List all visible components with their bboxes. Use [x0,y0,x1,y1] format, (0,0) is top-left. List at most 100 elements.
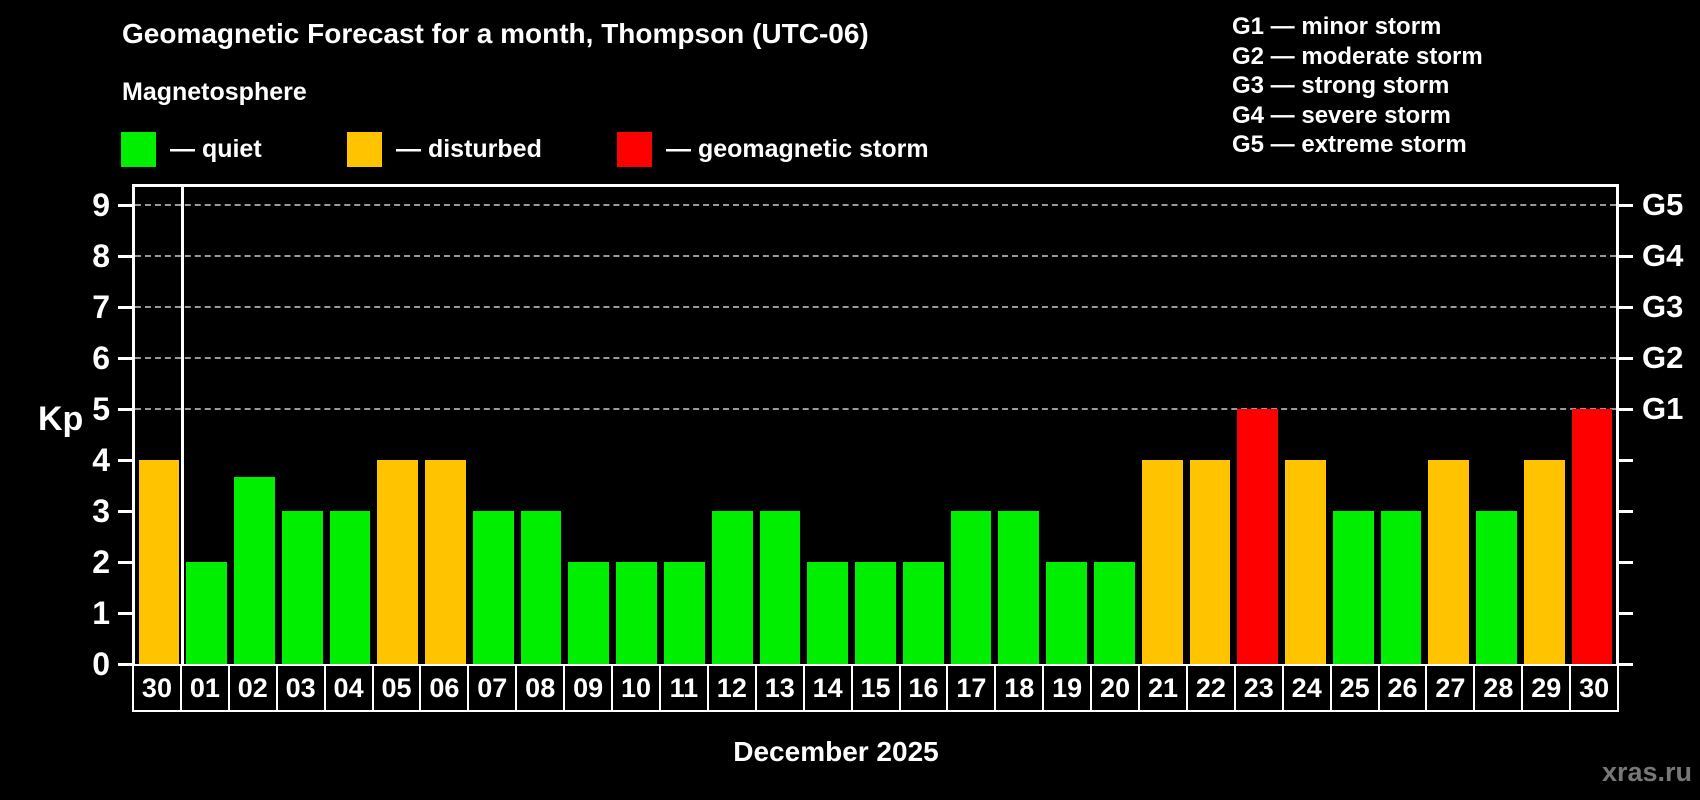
date-cell: 12 [706,664,757,712]
g-legend-line-g2: G2 — moderate storm [1232,42,1483,70]
g-axis-label: G3 [1642,289,1684,324]
kp-bar [1189,460,1231,664]
date-cell: 03 [275,664,326,712]
kp-bar [1332,511,1374,664]
date-cell: 30 [1569,664,1620,712]
date-cell: 20 [1090,664,1141,712]
kp-bar [568,562,610,664]
left-axis-tick [118,254,132,258]
kp-bar [998,511,1040,664]
kp-bar [664,562,705,664]
gridline-kp9 [135,204,1616,206]
right-axis-tick [1619,254,1633,258]
g-legend-line-g1: G1 — minor storm [1232,13,1442,40]
gridline-kp5 [135,408,1616,410]
legend-label-disturbed: — disturbed [396,134,542,163]
y-axis-label: 4 [92,442,110,478]
kp-bar [520,511,562,664]
date-cell: 06 [419,664,470,712]
y-axis-label: 0 [92,646,110,682]
date-cell: 30 [132,664,182,712]
right-axis-tick [1619,356,1633,360]
date-cell: 18 [994,664,1045,712]
quiet-color-swatch [121,131,156,167]
kp-bar [711,511,753,664]
kp-bar [902,562,944,664]
y-axis-label: 1 [92,595,110,631]
date-cell: 25 [1329,664,1380,712]
date-cell: 27 [1425,664,1476,712]
date-cell: 14 [802,664,853,712]
month-separator-line [181,187,185,664]
date-cell: 23 [1233,664,1284,712]
gridline-kp7 [135,306,1616,308]
kp-bar [1571,409,1613,664]
date-cell: 08 [515,664,566,712]
date-cell: 21 [1138,664,1188,712]
plot-area [132,184,1619,667]
kp-bar [186,562,228,664]
kp-bar [1476,511,1517,664]
right-axis-tick [1619,407,1633,411]
kp-bar [1523,460,1565,664]
legend-item-disturbed: — disturbed [347,130,542,168]
date-axis-row: 30 01 02 03 04 05 06 07 08 09 10 11 12 13 14 15 16 17 18 19… [132,664,1620,712]
left-axis-tick [118,458,132,462]
left-axis-tick [118,305,132,309]
g-axis-label: G1 [1642,391,1684,426]
kp-bar [1428,460,1470,664]
y-axis-label: 2 [92,544,110,580]
g-axis-label: G5 [1642,187,1684,222]
date-cell: 04 [323,664,374,712]
left-axis-tick [118,203,132,207]
g-scale-legend: G1 — minor storm G2 — moderate storm G3 … [1232,12,1483,160]
kp-bar [138,460,180,664]
gridline-kp8 [135,255,1616,257]
y-axis-label: 7 [92,289,110,325]
g-legend-line-g5: G5 — extreme storm [1232,131,1467,158]
legend-label-quiet: — quiet [170,134,262,163]
date-cell: 07 [467,664,518,712]
date-cell: 11 [658,664,709,712]
date-cell: 22 [1185,664,1236,712]
date-cell: 16 [898,664,949,712]
kp-bar [377,460,419,664]
date-cell: 19 [1042,664,1093,712]
right-axis-tick [1619,305,1633,309]
y-axis-title: Kp [38,400,84,438]
kp-bar [759,511,801,664]
right-axis-tick [1619,611,1633,615]
date-cell: 01 [179,664,230,712]
right-axis-tick [1619,560,1633,564]
legend-item-storm: — geomagnetic storm [617,130,929,168]
left-axis-tick [118,611,132,615]
kp-bar [616,562,657,664]
date-cell: 13 [754,664,805,712]
kp-bar [807,562,849,664]
right-axis-tick [1619,458,1633,462]
date-cell: 24 [1281,664,1332,712]
kp-bar [329,511,371,664]
y-axis-label: 8 [92,238,110,274]
y-axis-label: 6 [92,340,110,376]
g-axis-label: G2 [1642,340,1684,375]
date-cell: 10 [611,664,661,712]
y-axis-label: 9 [92,187,110,223]
left-axis-tick [118,560,132,564]
chart-title: Geomagnetic Forecast for a month, Thomps… [122,18,869,49]
kp-bar [1093,562,1135,664]
date-cell: 02 [227,664,278,712]
kp-bar [1141,460,1183,664]
legend-item-quiet: — quiet [121,130,262,168]
left-axis-tick [118,509,132,513]
y-axis-label: 5 [92,391,110,427]
y-axis-label: 3 [92,493,110,529]
kp-bar [425,460,466,664]
date-cell: 15 [850,664,901,712]
left-axis-tick [118,662,132,666]
g-axis-label: G4 [1642,238,1684,273]
kp-bar [472,511,514,664]
kp-bar [1237,409,1279,664]
date-cell: 05 [371,664,422,712]
